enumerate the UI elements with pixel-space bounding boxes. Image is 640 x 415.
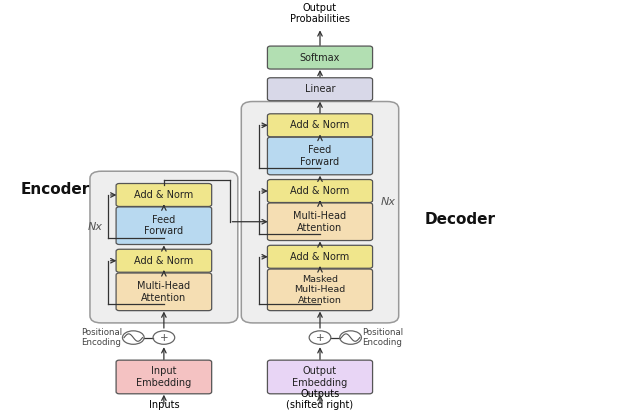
- FancyBboxPatch shape: [268, 180, 372, 203]
- FancyBboxPatch shape: [268, 360, 372, 394]
- FancyBboxPatch shape: [241, 102, 399, 323]
- Text: +: +: [316, 332, 324, 342]
- FancyBboxPatch shape: [268, 137, 372, 175]
- Text: Softmax: Softmax: [300, 53, 340, 63]
- Text: Feed
Forward: Feed Forward: [144, 215, 184, 237]
- Text: Output
Embedding: Output Embedding: [292, 366, 348, 388]
- FancyBboxPatch shape: [116, 249, 212, 272]
- FancyBboxPatch shape: [116, 360, 212, 394]
- Text: Add & Norm: Add & Norm: [291, 186, 349, 196]
- FancyBboxPatch shape: [268, 46, 372, 69]
- Text: +: +: [159, 332, 168, 342]
- FancyBboxPatch shape: [116, 207, 212, 244]
- Text: Multi-Head
Attention: Multi-Head Attention: [293, 211, 347, 232]
- FancyBboxPatch shape: [268, 114, 372, 137]
- Text: Linear: Linear: [305, 84, 335, 94]
- Text: Multi-Head
Attention: Multi-Head Attention: [138, 281, 191, 303]
- Text: Add & Norm: Add & Norm: [134, 256, 193, 266]
- Text: Output
Probabilities: Output Probabilities: [290, 2, 350, 24]
- FancyBboxPatch shape: [268, 78, 372, 101]
- Text: Outputs
(shifted right): Outputs (shifted right): [287, 389, 353, 410]
- Text: Positional
Encoding: Positional Encoding: [81, 328, 122, 347]
- Text: Nx: Nx: [381, 197, 396, 207]
- Text: Decoder: Decoder: [425, 212, 496, 227]
- Text: Feed
Forward: Feed Forward: [300, 145, 340, 167]
- Text: Input
Embedding: Input Embedding: [136, 366, 191, 388]
- Text: Add & Norm: Add & Norm: [291, 120, 349, 130]
- FancyBboxPatch shape: [268, 245, 372, 268]
- Text: Nx: Nx: [88, 222, 102, 232]
- Text: Add & Norm: Add & Norm: [291, 252, 349, 262]
- FancyBboxPatch shape: [116, 183, 212, 207]
- FancyBboxPatch shape: [90, 171, 238, 323]
- Text: Masked
Multi-Head
Attention: Masked Multi-Head Attention: [294, 275, 346, 305]
- Text: Encoder: Encoder: [21, 182, 90, 198]
- Text: Positional
Encoding: Positional Encoding: [362, 328, 403, 347]
- FancyBboxPatch shape: [268, 203, 372, 241]
- FancyBboxPatch shape: [116, 273, 212, 311]
- Text: Inputs: Inputs: [148, 400, 179, 410]
- Text: Add & Norm: Add & Norm: [134, 190, 193, 200]
- FancyBboxPatch shape: [268, 269, 372, 311]
